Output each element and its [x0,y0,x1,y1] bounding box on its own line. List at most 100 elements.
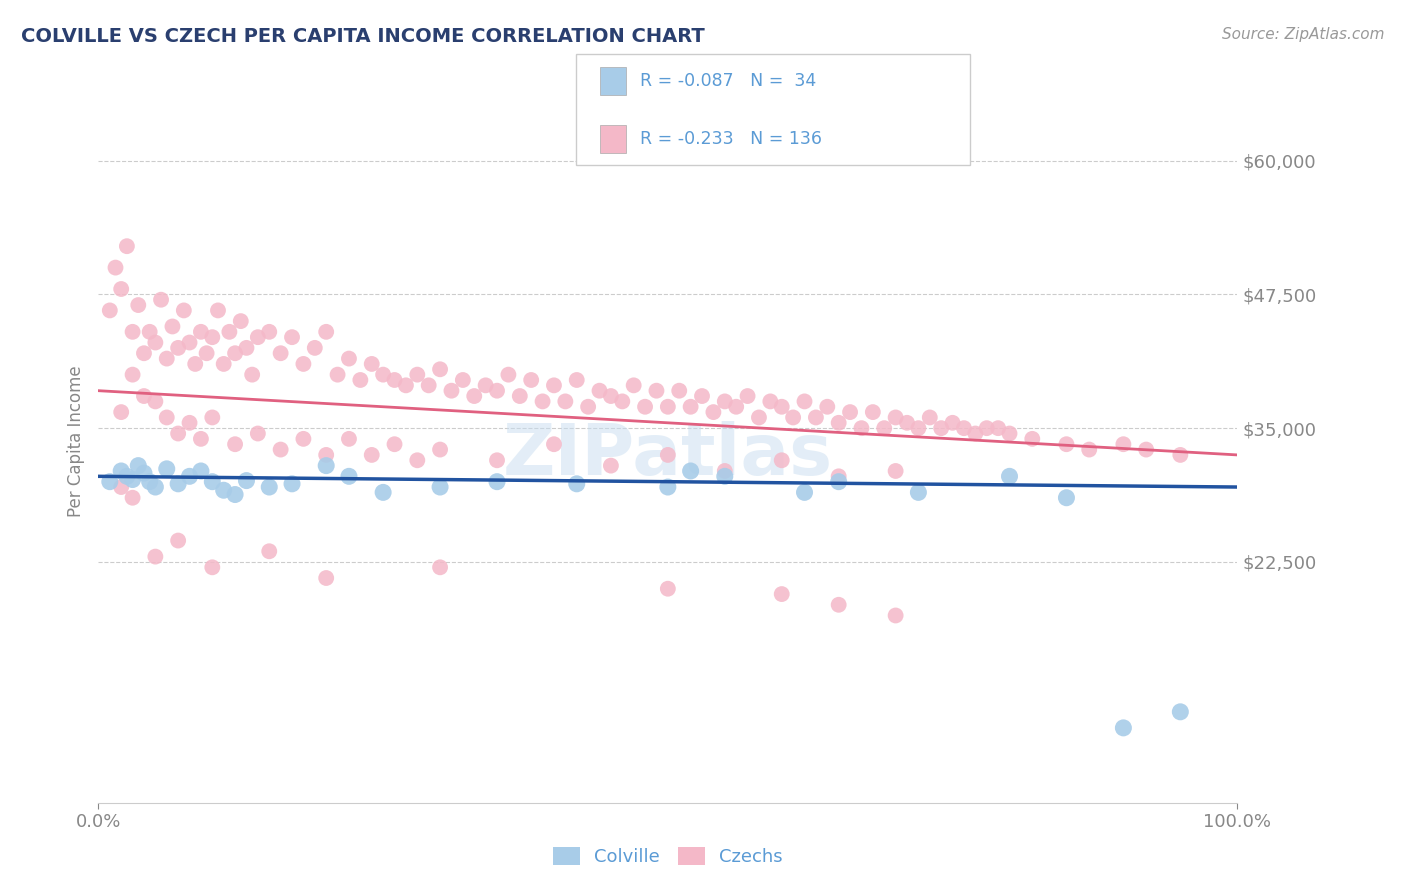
Point [815,400,838,414]
Point [406,453,429,467]
Point [600,389,623,403]
Point [121,368,143,382]
Point [167,476,190,491]
Point [828,598,851,612]
Point [224,346,246,360]
Point [782,410,804,425]
Point [565,373,588,387]
Point [543,378,565,392]
Point [326,368,349,382]
Point [162,319,184,334]
Point [167,426,190,441]
Point [201,410,224,425]
Point [98,475,121,489]
Point [565,476,588,491]
Point [349,373,371,387]
Point [965,426,987,441]
Point [1170,448,1192,462]
Point [246,330,269,344]
Point [929,421,952,435]
Point [195,346,218,360]
Point [554,394,576,409]
Point [793,394,815,409]
Point [987,421,1010,435]
Point [1112,437,1135,451]
Point [179,416,201,430]
Point [115,469,138,483]
Point [218,325,240,339]
Point [184,357,207,371]
Point [474,378,496,392]
Point [395,378,418,392]
Point [190,464,212,478]
Point [150,293,173,307]
Point [384,373,406,387]
Point [110,464,132,478]
Point [138,325,160,339]
Point [292,432,315,446]
Point [600,458,623,473]
Point [873,421,896,435]
Point [759,394,782,409]
Point [429,480,451,494]
Point [737,389,759,403]
Point [337,351,360,366]
Point [520,373,543,387]
Point [156,351,179,366]
Point [212,357,235,371]
Point [486,475,509,489]
Point [167,533,190,548]
Point [270,442,292,457]
Point [804,410,827,425]
Point [138,475,160,489]
Point [240,368,263,382]
Point [98,303,121,318]
Point [531,394,554,409]
Point [679,464,702,478]
Point [315,458,337,473]
Point [179,335,201,350]
Point [145,394,167,409]
Point [839,405,862,419]
Text: R = -0.233   N = 136: R = -0.233 N = 136 [640,130,821,148]
Point [543,437,565,451]
Point [259,325,281,339]
Point [429,362,451,376]
Point [173,303,195,318]
Point [907,421,929,435]
Point [384,437,406,451]
Point [884,608,907,623]
Point [612,394,634,409]
Point [862,405,884,419]
Point [121,491,143,505]
Point [998,469,1021,483]
Point [201,560,224,574]
Point [201,475,224,489]
Point [429,560,451,574]
Point [259,480,281,494]
Point [224,487,246,501]
Point [725,400,748,414]
Point [942,416,965,430]
Point [1135,442,1157,457]
Point [429,442,451,457]
Point [702,405,724,419]
Y-axis label: Per Capita Income: Per Capita Income [66,366,84,517]
Point [259,544,281,558]
Point [645,384,668,398]
Text: COLVILLE VS CZECH PER CAPITA INCOME CORRELATION CHART: COLVILLE VS CZECH PER CAPITA INCOME CORR… [21,27,704,45]
Legend: Colville, Czechs: Colville, Czechs [546,839,790,873]
Point [132,466,155,480]
Point [270,346,292,360]
Point [828,416,851,430]
Point [851,421,873,435]
Point [1021,432,1043,446]
Point [235,341,257,355]
Point [292,357,315,371]
Point [315,571,337,585]
Point [201,330,224,344]
Point [132,389,155,403]
Point [588,384,610,398]
Point [657,400,679,414]
Point [498,368,520,382]
